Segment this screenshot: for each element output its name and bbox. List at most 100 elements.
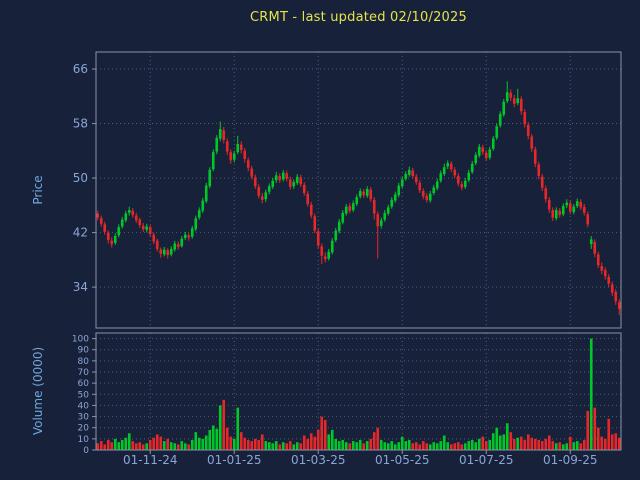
- volume-tick-label: 0: [83, 446, 89, 456]
- volume-bar: [575, 441, 579, 450]
- candle-body: [141, 225, 145, 230]
- candle-body: [509, 92, 513, 98]
- volume-bar: [267, 442, 271, 450]
- date-tick-label: 01-01-25: [207, 453, 261, 467]
- candle-body: [152, 234, 156, 242]
- candle-body: [579, 201, 583, 208]
- volume-bar: [484, 441, 488, 450]
- candle-body: [453, 169, 457, 176]
- volume-bar: [460, 444, 464, 450]
- candle-body: [330, 240, 334, 253]
- volume-bar: [348, 443, 352, 450]
- volume-bar: [96, 443, 100, 450]
- candle-body: [106, 232, 110, 241]
- volume-bar: [365, 441, 369, 450]
- candle-body: [572, 206, 576, 213]
- volume-bar: [313, 436, 317, 450]
- volume-bar: [166, 438, 170, 450]
- candle-body: [124, 213, 128, 221]
- candle-body: [544, 188, 548, 200]
- volume-bar: [383, 442, 387, 450]
- date-tick-label: 01-03-25: [291, 453, 345, 467]
- candle-body: [519, 99, 523, 112]
- volume-bar: [491, 433, 495, 450]
- volume-bar: [407, 439, 411, 450]
- volume-bar: [526, 434, 530, 450]
- volume-bar: [152, 437, 156, 450]
- candle-body: [96, 213, 100, 218]
- candle-body: [302, 184, 306, 194]
- candle-body: [313, 216, 317, 231]
- volume-bar: [495, 427, 499, 450]
- volume-tick-label: 100: [72, 335, 89, 345]
- volume-tick-label: 90: [78, 346, 90, 356]
- volume-bar: [481, 436, 485, 450]
- volume-bar: [253, 438, 257, 450]
- volume-bar: [470, 439, 474, 450]
- candle-body: [600, 265, 604, 271]
- candle-body: [449, 163, 453, 170]
- candle-body: [502, 101, 506, 115]
- volume-bar: [222, 399, 226, 450]
- candle-body: [435, 181, 439, 189]
- candle-body: [299, 177, 303, 185]
- volume-bar: [204, 435, 208, 450]
- volume-tick-label: 10: [78, 435, 90, 445]
- candle-body: [169, 248, 173, 255]
- candle-body: [498, 114, 502, 126]
- candle-body: [404, 173, 408, 179]
- candle-body: [131, 210, 135, 215]
- candle-body: [113, 236, 117, 243]
- volume-bar: [411, 443, 415, 450]
- volume-bar: [456, 442, 460, 450]
- volume-bar: [561, 444, 565, 450]
- price-tick-label: 34: [73, 280, 88, 294]
- candle-body: [481, 147, 485, 153]
- date-tick-label: 01-07-25: [459, 453, 513, 467]
- candle-body: [551, 210, 555, 218]
- candle-body: [376, 214, 380, 227]
- candle-body: [197, 210, 201, 218]
- volume-bar: [124, 437, 128, 450]
- candle-body: [208, 169, 212, 187]
- candle-body: [260, 196, 264, 200]
- volume-bar: [138, 442, 142, 450]
- candle-body: [614, 291, 618, 302]
- candle-body: [512, 98, 516, 104]
- volume-bar: [463, 443, 467, 450]
- candle-body: [365, 188, 369, 196]
- volume-tick-label: 80: [78, 357, 90, 367]
- candle-body: [495, 126, 499, 138]
- candle-body: [117, 227, 121, 236]
- candle-body: [99, 218, 103, 224]
- volume-bar: [603, 438, 607, 450]
- candle-body: [596, 254, 600, 266]
- volume-bar: [229, 436, 233, 450]
- candle-body: [586, 214, 590, 225]
- candle-body: [568, 203, 572, 212]
- price-tick-label: 42: [73, 226, 88, 240]
- volume-bar: [208, 429, 212, 450]
- candle-body: [187, 235, 191, 238]
- volume-bar: [418, 444, 422, 450]
- candle-body: [127, 210, 131, 213]
- candle-body: [477, 146, 481, 156]
- volume-bar: [278, 444, 282, 450]
- volume-bar: [425, 443, 429, 450]
- volume-bar: [554, 443, 558, 450]
- volume-bar: [617, 437, 621, 450]
- volume-bar: [453, 443, 457, 450]
- volume-bar: [341, 439, 345, 450]
- volume-bar: [351, 441, 355, 450]
- volume-tick-label: 20: [78, 424, 90, 434]
- candle-body: [411, 170, 415, 177]
- volume-bar: [316, 429, 320, 450]
- volume-bar: [117, 442, 121, 450]
- volume-bar: [274, 441, 278, 450]
- price-panel-frame: [95, 51, 622, 329]
- volume-bar: [372, 432, 376, 450]
- volume-bar: [586, 411, 590, 450]
- volume-bar: [593, 407, 597, 450]
- volume-bar: [537, 439, 541, 450]
- volume-bar: [330, 429, 334, 450]
